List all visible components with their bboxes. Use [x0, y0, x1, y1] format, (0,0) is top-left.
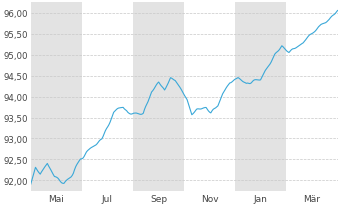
Bar: [133, 4, 184, 191]
Bar: [235, 4, 286, 191]
Bar: [31, 4, 82, 191]
